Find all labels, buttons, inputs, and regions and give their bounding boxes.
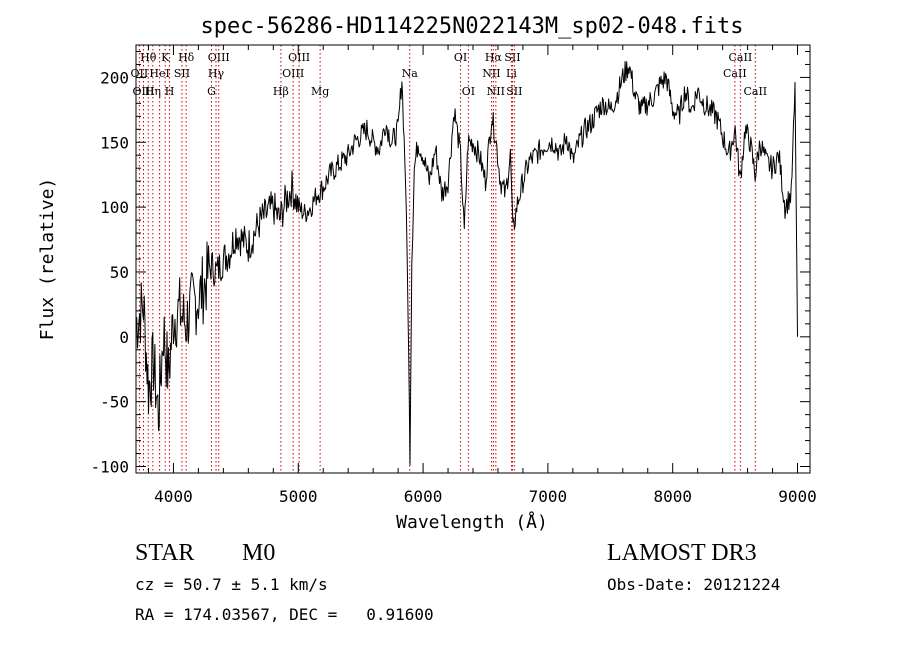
line-marker-label-9: OIII: [208, 51, 230, 64]
y-tick-label-1: -50: [100, 393, 129, 412]
plot-frame: [135, 44, 811, 474]
line-marker-label-2: OIII: [132, 85, 154, 98]
line-marker-label-26: CaII: [723, 67, 747, 80]
coordinates: RA = 174.03567, DEC = 0.91600: [135, 605, 434, 624]
line-marker-label-0: Hθ: [140, 51, 157, 64]
y-axis-label: Flux (relative): [37, 178, 58, 341]
line-marker-label-14: OIII: [282, 67, 304, 80]
line-marker-label-3: K: [161, 51, 170, 64]
y-tick-label-6: 200: [100, 68, 129, 87]
y-tick-label-4: 100: [100, 198, 129, 217]
line-marker-label-18: OI: [462, 85, 475, 98]
survey-name: LAMOST DR3: [607, 540, 757, 566]
object-subclass: M0: [242, 540, 276, 566]
observation-date: Obs-Date: 20121224: [607, 575, 781, 594]
x-tick-label-4: 8000: [653, 487, 692, 506]
line-marker-label-27: CaII: [743, 85, 767, 98]
spectrum-series-0: [135, 61, 798, 466]
y-tick-label-0: -100: [90, 458, 129, 477]
line-marker-label-21: NII: [482, 67, 500, 80]
x-axis-label: Wavelength (Å): [396, 511, 548, 533]
axis-ticks: 4000 5000 6000 7000 8000 9000 -100 -50 0 50 100 150…: [90, 45, 817, 506]
line-marker-label-15: Mg: [311, 85, 329, 98]
x-tick-label-2: 6000: [404, 487, 443, 506]
line-marker-label-5: Hη: [145, 85, 161, 98]
line-marker-label-12: Hβ: [273, 85, 289, 98]
line-marker-label-19: Hα: [485, 51, 503, 64]
y-tick-label-3: 50: [110, 263, 129, 282]
x-tick-label-3: 7000: [529, 487, 568, 506]
redshift-velocity: cz = 50.7 ± 5.1 km/s: [135, 575, 328, 594]
chart-title: spec-56286-HD114225N022143M_sp02-048.fit…: [200, 14, 743, 39]
line-marker-label-6: SII: [174, 67, 190, 80]
x-tick-label-5: 9000: [778, 487, 817, 506]
object-class: STAR: [135, 540, 195, 566]
line-marker-label-13: OIII: [288, 51, 310, 64]
x-tick-label-1: 5000: [279, 487, 318, 506]
spectrum-plot: [135, 61, 798, 466]
line-marker-label-25: CaII: [729, 51, 753, 64]
line-marker-label-10: Hγ: [208, 67, 225, 80]
line-marker-label-8: Hδ: [178, 51, 195, 64]
x-tick-label-0: 4000: [154, 487, 193, 506]
line-marker-label-4: HeI: [149, 67, 169, 80]
line-marker-label-24: SII: [506, 85, 522, 98]
line-marker-label-7: H: [165, 85, 175, 98]
line-marker-label-16: Na: [402, 67, 419, 80]
line-marker-label-11: G: [207, 85, 216, 98]
line-marker-label-1: OII: [131, 67, 149, 80]
y-tick-label-2: 0: [119, 328, 129, 347]
line-marker-label-17: OI: [454, 51, 467, 64]
y-tick-label-5: 150: [100, 133, 129, 152]
line-marker-label-23: NII: [487, 85, 505, 98]
line-marker-label-20: SII: [504, 51, 520, 64]
line-marker-label-22: Li: [506, 67, 517, 80]
